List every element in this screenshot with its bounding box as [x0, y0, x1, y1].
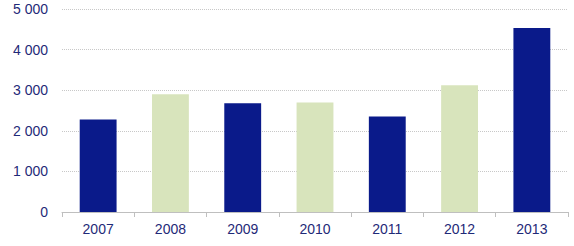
- svg-text:4 000: 4 000: [13, 42, 48, 58]
- svg-text:2008: 2008: [155, 221, 186, 237]
- svg-text:2007: 2007: [83, 221, 114, 237]
- svg-text:2013: 2013: [516, 221, 547, 237]
- svg-text:5 000: 5 000: [13, 1, 48, 17]
- svg-text:2010: 2010: [299, 221, 330, 237]
- svg-text:1 000: 1 000: [13, 163, 48, 179]
- svg-text:3 000: 3 000: [13, 82, 48, 98]
- svg-text:0: 0: [40, 204, 48, 220]
- svg-text:2012: 2012: [444, 221, 475, 237]
- svg-text:2 000: 2 000: [13, 123, 48, 139]
- svg-text:2011: 2011: [372, 221, 402, 237]
- svg-text:2009: 2009: [227, 221, 258, 237]
